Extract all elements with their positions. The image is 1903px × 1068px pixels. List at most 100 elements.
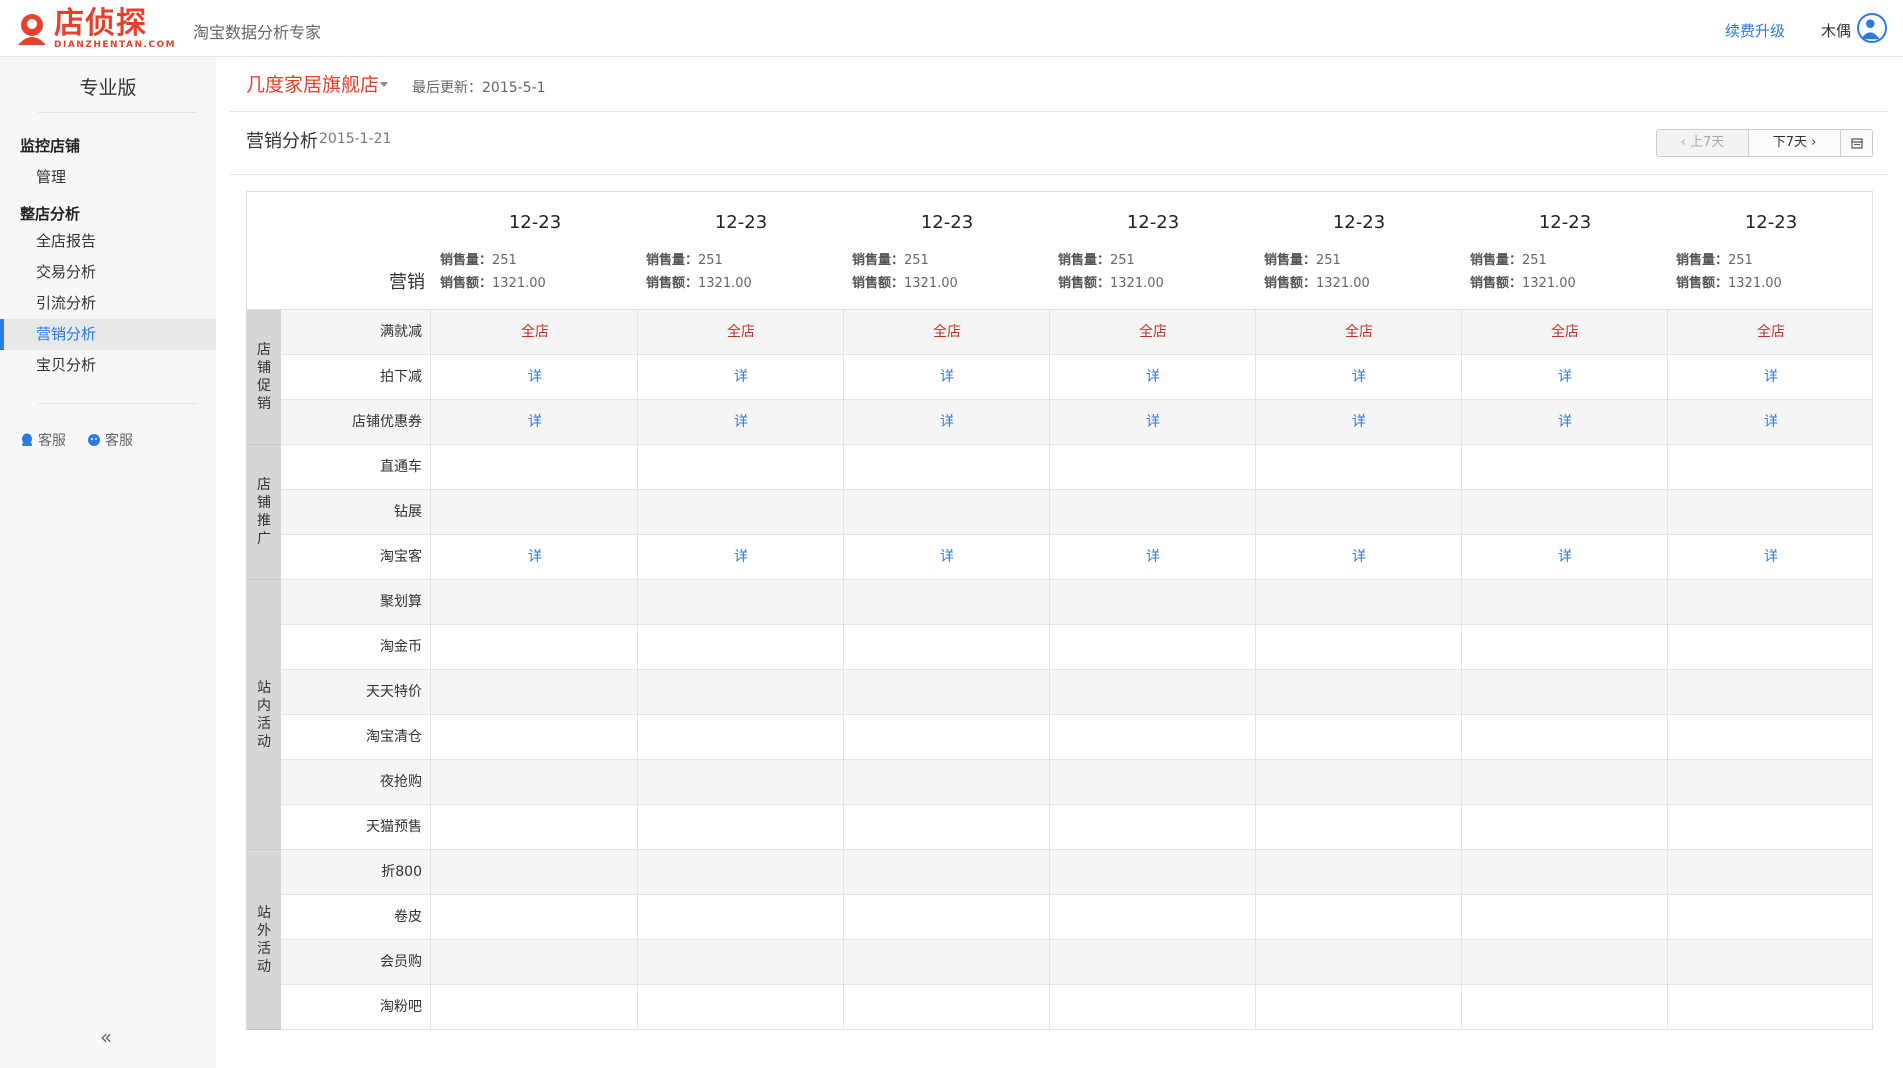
table-cell [1462,850,1668,894]
table-cell[interactable]: 详 [940,549,954,565]
table-cell[interactable]: 详 [1146,549,1160,565]
day-date: 12-23 [714,212,768,233]
sidebar-item-marketing-analysis[interactable]: 营销分析 [0,319,216,350]
table-cell[interactable]: 详 [734,414,748,430]
table-cell[interactable]: 全店 [1345,324,1373,340]
chevron-right-icon: › [1811,135,1817,150]
sales-amount: 销售额：1321.00 [646,276,752,291]
table-cell[interactable]: 详 [1352,414,1366,430]
sales-quantity-label: 销售量： [440,253,493,268]
table-cell[interactable]: 详 [1146,414,1160,430]
table-cell[interactable]: 详 [1352,369,1366,385]
table-cell[interactable]: 详 [734,369,748,385]
sales-quantity: 销售量：251 [1676,253,1753,268]
row-label: 满就减 [281,310,431,354]
table-header-label: 营销 [389,272,425,293]
category-label: 站内活动 [247,580,281,850]
customer-service-link[interactable]: 客服 [20,430,66,450]
table-row: 店铺优惠券 详 详 详 详 详 详 详 [281,400,1872,445]
logo[interactable]: 店侦探 DIANZHENTAN.COM [14,8,176,50]
sidebar-item-traffic-analysis[interactable]: 引流分析 [36,294,97,312]
table-cell[interactable]: 详 [734,549,748,565]
table-cell [1256,715,1462,759]
table-cell[interactable]: 全店 [727,324,755,340]
next-7-days-button[interactable]: 下7天 › [1749,130,1841,156]
renew-upgrade-link[interactable]: 续费升级 [1725,22,1786,40]
table-cell [432,445,638,489]
table-cell[interactable]: 详 [1764,549,1778,565]
table-cell [1668,715,1874,759]
row-label: 天猫预售 [281,805,431,849]
table-cell [1462,445,1668,489]
table-cell[interactable]: 详 [528,369,542,385]
table-cell [1462,625,1668,669]
table-cell[interactable]: 全店 [1139,324,1167,340]
table-cell [432,490,638,534]
table-cell [638,580,844,624]
table-cell [432,625,638,669]
sales-quantity: 销售量：251 [646,253,723,268]
avatar[interactable] [1857,13,1887,43]
table-cell[interactable]: 全店 [1757,324,1785,340]
table-cell[interactable]: 详 [1352,549,1366,565]
table-cell [1256,850,1462,894]
table-cell[interactable]: 详 [1558,369,1572,385]
table-cell[interactable]: 全店 [1551,324,1579,340]
table-cell[interactable]: 全店 [521,324,549,340]
table-cell[interactable]: 详 [1558,414,1572,430]
day-date: 12-23 [1126,212,1180,233]
sales-quantity: 销售量：251 [440,253,517,268]
table-cell[interactable]: 详 [528,549,542,565]
table-cell [1462,940,1668,984]
table-cell[interactable]: 详 [940,369,954,385]
sales-quantity: 销售量：251 [1058,253,1135,268]
sidebar-item-manage[interactable]: 管理 [36,168,67,186]
prev-7-days-button[interactable]: ‹ 上7天 [1657,130,1749,156]
table-cell[interactable]: 详 [1764,369,1778,385]
row-label: 直通车 [281,445,431,489]
row-label: 夜抢购 [281,760,431,804]
table-cell [1668,580,1874,624]
table-row: 夜抢购 [281,760,1872,805]
customer-service-link[interactable]: 客服 [87,430,133,450]
table-cell [1668,895,1874,939]
table-cell [1256,445,1462,489]
day-column-header: 12-23 销售量：251 销售额：1321.00 [1668,192,1874,310]
table-cell[interactable]: 详 [940,414,954,430]
table-cell[interactable]: 全店 [933,324,961,340]
column-divider [637,310,638,1029]
sidebar-group-shop-analysis: 整店分析 [20,205,81,223]
sidebar-item-trade-analysis[interactable]: 交易分析 [36,263,97,281]
table-cell [1256,805,1462,849]
table-cell[interactable]: 详 [528,414,542,430]
table-cell [844,670,1050,714]
sales-amount-label: 销售额： [1470,276,1523,291]
table-cell [1668,490,1874,534]
table-cell [1050,715,1256,759]
table-cell [1050,490,1256,534]
table-cell [844,445,1050,489]
sidebar-item-shop-report[interactable]: 全店报告 [36,232,97,250]
collapse-sidebar-icon[interactable]: « [100,1025,113,1049]
shop-selector[interactable]: 几度家居旗舰店 [246,74,380,96]
sidebar-item-item-analysis[interactable]: 宝贝分析 [36,356,97,374]
sales-amount-label: 销售额： [646,276,699,291]
table-cell [638,760,844,804]
table-row: 聚划算 [281,580,1872,625]
table-cell [1050,805,1256,849]
row-label: 卷皮 [281,895,431,939]
caret-down-icon[interactable] [380,82,388,87]
table-row: 钻展 [281,490,1872,535]
sales-quantity-label: 销售量： [1470,253,1523,268]
slogan: 淘宝数据分析专家 [193,23,322,42]
table-row: 淘金币 [281,625,1872,670]
category-label-text: 站外活动 [257,904,271,975]
table-cell[interactable]: 详 [1558,549,1572,565]
table-cell[interactable]: 详 [1146,369,1160,385]
username[interactable]: 木偶 [1821,22,1852,40]
table-cell[interactable]: 详 [1764,414,1778,430]
table-cell [432,940,638,984]
table-cell [1256,940,1462,984]
sales-amount: 销售额：1321.00 [852,276,958,291]
calendar-button[interactable] [1841,130,1872,156]
